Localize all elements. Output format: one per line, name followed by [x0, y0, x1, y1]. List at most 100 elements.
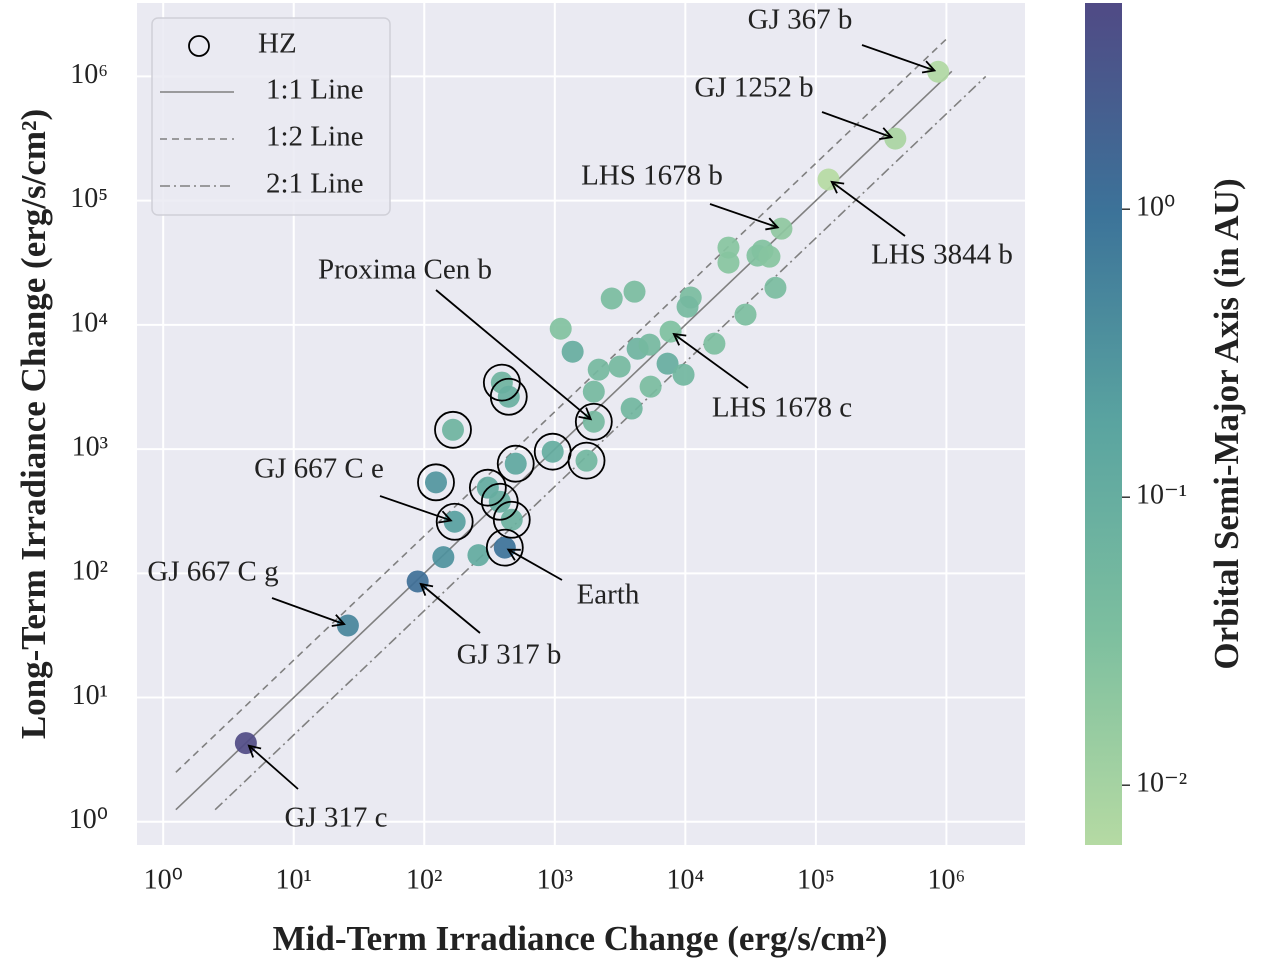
x-tick-label: 10² [406, 864, 442, 895]
hz-ring [496, 444, 535, 483]
colorbar-tick-label: 10⁻² [1136, 768, 1187, 799]
legend-label: 2:1 Line [266, 168, 363, 200]
annotation-arrow [435, 289, 593, 421]
hz-ring [485, 528, 524, 567]
hz-ring [492, 500, 531, 539]
y-tick-label: 10⁴ [70, 307, 108, 338]
planet-point [659, 320, 682, 343]
y-tick-label: 10³ [72, 432, 108, 463]
annotation-arrow [247, 744, 299, 790]
x-tick-label: 10⁵ [797, 864, 835, 895]
planet-point [758, 245, 781, 268]
planet-point [582, 380, 605, 403]
x-tick-label: 10⁰ [144, 864, 183, 895]
hz-ring [417, 463, 455, 502]
colorbar [1085, 3, 1122, 845]
planet-point [575, 449, 598, 472]
colorbar-title: Orbital Semi-Major Axis (in AU) [1207, 178, 1246, 669]
annotation: GJ 667 C g [147, 556, 278, 588]
planet-point [734, 303, 757, 326]
planet-point [549, 317, 572, 340]
x-tick-label: 10¹ [276, 864, 312, 895]
planet-point [770, 217, 793, 240]
planet-point [623, 280, 646, 303]
planet-point [620, 397, 643, 420]
planet-point [638, 333, 661, 356]
annotation-arrow [672, 332, 749, 389]
annotation: GJ 1252 b [694, 72, 813, 104]
planet-point [656, 352, 679, 375]
annotation-arrow [861, 44, 937, 74]
planet-point [703, 332, 726, 355]
y-tick-label: 10⁵ [70, 183, 108, 214]
annotation: GJ 667 C e [254, 453, 384, 485]
x-tick-label: 10⁴ [666, 864, 704, 895]
annotation: LHS 1678 b [581, 160, 723, 192]
planet-point [443, 510, 466, 533]
planet-point [587, 358, 610, 381]
planet-point [425, 471, 448, 494]
planet-point [504, 452, 527, 475]
planet-point [561, 340, 584, 363]
y-tick-label: 10⁰ [69, 804, 108, 835]
planet-point [497, 385, 520, 408]
planet-point [676, 295, 699, 318]
x-tick-label: 10⁶ [928, 864, 966, 895]
annotation-arrow [506, 548, 563, 581]
annotation-arrow [271, 597, 346, 627]
colorbar-tick-label: 10⁻¹ [1136, 480, 1187, 511]
y-tick-label: 10² [72, 556, 108, 587]
annotation-arrow [830, 180, 906, 237]
planet-point [493, 536, 516, 559]
legend-box [151, 17, 391, 216]
annotation: Earth [577, 579, 640, 611]
annotation: LHS 1678 c [712, 392, 852, 424]
colorbar-tick-label: 10⁰ [1136, 192, 1175, 223]
annotation: LHS 3844 b [871, 239, 1013, 271]
x-axis-title: Mid-Term Irradiance Change (erg/s/cm²) [273, 919, 888, 958]
annotation: GJ 317 b [457, 639, 562, 671]
legend-marker [188, 35, 210, 57]
hz-ring [434, 410, 472, 449]
legend-label: 1:1 Line [266, 74, 363, 106]
hz-ring [468, 468, 507, 507]
y-tick-label: 10¹ [72, 680, 108, 711]
planet-point [717, 236, 740, 259]
hz-ring [480, 482, 519, 521]
planet-point [336, 614, 359, 637]
planet-point [817, 168, 840, 191]
planet-point [467, 544, 490, 567]
planet-point [600, 287, 623, 310]
planet-point [884, 127, 907, 150]
annotation: Proxima Cen b [318, 254, 492, 286]
annotation-arrow [709, 203, 780, 231]
reference-line [175, 38, 947, 773]
annotation: GJ 317 c [284, 802, 387, 834]
legend-label: HZ [258, 28, 297, 60]
annotation-arrow [419, 582, 481, 634]
planet-point [672, 363, 695, 386]
planet-point [541, 440, 564, 463]
reference-line [214, 75, 987, 811]
planet-point [432, 546, 455, 569]
planet-point [582, 410, 605, 433]
planet-point [927, 60, 950, 83]
annotation-arrow [821, 111, 894, 140]
x-tick-label: 10³ [537, 864, 573, 895]
hz-ring [435, 502, 474, 541]
hz-ring [574, 402, 613, 441]
legend: HZ 1:1 Line 1:2 Line 2:1 Line [151, 17, 391, 216]
hz-ring [489, 377, 528, 416]
annotation-arrow [379, 495, 453, 524]
y-tick-label: 10⁶ [70, 59, 108, 90]
y-axis-title: Long-Term Irradiance Change (erg/s/cm²) [14, 109, 53, 739]
planet-point [717, 251, 740, 274]
planet-point [406, 570, 429, 593]
planet-point [441, 418, 464, 441]
planet-point [500, 508, 523, 531]
reference-line [175, 70, 953, 811]
planet-point [639, 375, 662, 398]
planet-point [608, 355, 631, 378]
legend-label: 1:2 Line [266, 121, 363, 153]
